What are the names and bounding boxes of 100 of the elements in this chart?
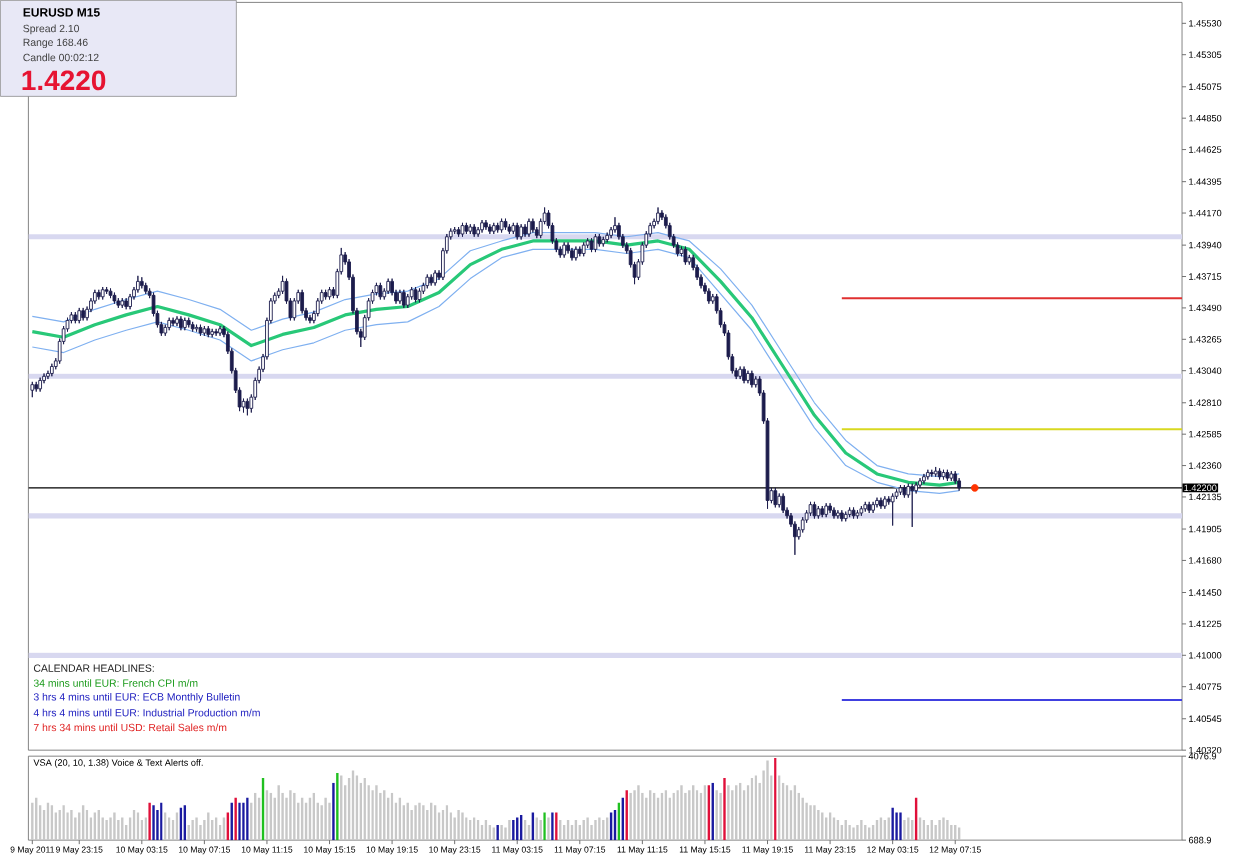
candlestick bbox=[484, 219, 488, 231]
candlestick bbox=[315, 297, 320, 317]
candlestick bbox=[523, 223, 527, 238]
candlestick bbox=[433, 269, 437, 286]
candlestick bbox=[128, 293, 132, 310]
candlestick bbox=[179, 315, 183, 331]
candlestick bbox=[839, 509, 844, 522]
candlestick bbox=[452, 226, 457, 235]
candlestick bbox=[742, 365, 746, 384]
candlestick bbox=[746, 370, 750, 384]
candlestick bbox=[104, 286, 109, 295]
candlestick bbox=[495, 222, 500, 233]
candlestick bbox=[73, 311, 78, 324]
candlestick bbox=[100, 286, 105, 300]
candlestick bbox=[581, 241, 586, 257]
candlestick bbox=[210, 328, 215, 338]
candlestick bbox=[667, 222, 672, 240]
candlestick bbox=[902, 484, 907, 499]
candlestick bbox=[171, 317, 175, 327]
candlestick bbox=[34, 381, 39, 393]
candlestick bbox=[949, 470, 954, 482]
candlestick bbox=[738, 365, 742, 380]
candlestick bbox=[292, 297, 297, 321]
candlestick bbox=[570, 247, 574, 261]
candlestick bbox=[163, 324, 168, 337]
candlestick bbox=[81, 307, 86, 321]
candlestick bbox=[617, 222, 621, 240]
candlestick bbox=[112, 292, 117, 305]
candlestick bbox=[605, 232, 610, 243]
candlestick bbox=[69, 311, 74, 324]
candlestick bbox=[308, 314, 312, 324]
candlestick bbox=[855, 509, 860, 519]
candlestick bbox=[503, 218, 508, 231]
candlestick bbox=[245, 398, 250, 416]
candlestick bbox=[42, 372, 46, 384]
candlestick bbox=[182, 317, 187, 331]
candlestick bbox=[480, 219, 484, 233]
candlestick bbox=[421, 282, 426, 295]
candlestick bbox=[534, 226, 539, 239]
candlestick bbox=[30, 381, 35, 398]
annotation: 1.4220 bbox=[22, 70, 106, 91]
candlestick bbox=[589, 237, 594, 253]
candlestick bbox=[882, 495, 887, 510]
candlestick bbox=[167, 317, 172, 331]
candlestick bbox=[937, 467, 942, 480]
candlestick bbox=[136, 275, 140, 293]
candlestick bbox=[710, 293, 715, 305]
candlestick bbox=[593, 233, 598, 253]
candlestick bbox=[941, 469, 946, 480]
candlestick bbox=[405, 293, 410, 309]
candlestick bbox=[601, 236, 606, 247]
candlestick bbox=[597, 233, 602, 247]
candlestick bbox=[93, 289, 97, 305]
candlestick bbox=[945, 469, 950, 482]
candlestick bbox=[300, 289, 304, 314]
candlestick bbox=[417, 287, 422, 303]
candlestick bbox=[836, 509, 840, 519]
candlestick bbox=[464, 222, 469, 235]
candlestick bbox=[800, 516, 805, 533]
candlestick bbox=[750, 370, 754, 388]
candlestick bbox=[218, 325, 222, 337]
candlestick bbox=[456, 226, 461, 238]
candlestick bbox=[198, 324, 203, 337]
candlestick bbox=[706, 287, 711, 305]
candlestick bbox=[863, 501, 868, 512]
candlestick bbox=[781, 492, 786, 514]
candlestick bbox=[382, 287, 387, 300]
candlestick bbox=[562, 241, 567, 259]
candlestick bbox=[401, 289, 406, 309]
candlestick bbox=[77, 307, 82, 324]
candlestick bbox=[374, 282, 379, 296]
candlestick bbox=[871, 501, 875, 514]
candlestick bbox=[120, 297, 125, 309]
candlestick bbox=[613, 216, 617, 233]
candlestick bbox=[85, 306, 89, 321]
candlestick bbox=[186, 317, 191, 328]
candlestick bbox=[773, 487, 778, 508]
candlestick bbox=[574, 246, 578, 261]
candlestick bbox=[468, 223, 473, 235]
candlestick bbox=[175, 315, 179, 327]
candlestick bbox=[753, 375, 758, 388]
candlestick bbox=[190, 321, 195, 333]
candlestick bbox=[429, 273, 434, 286]
candlestick bbox=[824, 502, 829, 518]
candlestick bbox=[910, 483, 915, 528]
candlestick bbox=[398, 289, 402, 305]
candlestick bbox=[46, 370, 50, 380]
candlestick bbox=[460, 222, 465, 238]
candlestick bbox=[816, 505, 821, 519]
candlestick bbox=[390, 278, 394, 296]
candlestick bbox=[531, 218, 535, 233]
candlestick bbox=[143, 282, 148, 295]
candlestick bbox=[89, 297, 93, 313]
candlestick bbox=[511, 222, 516, 235]
candlestick bbox=[922, 473, 926, 485]
candlestick bbox=[656, 206, 660, 225]
candlestick bbox=[820, 505, 825, 518]
candlestick bbox=[929, 469, 934, 478]
candlestick bbox=[879, 497, 883, 510]
candlestick bbox=[386, 278, 391, 295]
